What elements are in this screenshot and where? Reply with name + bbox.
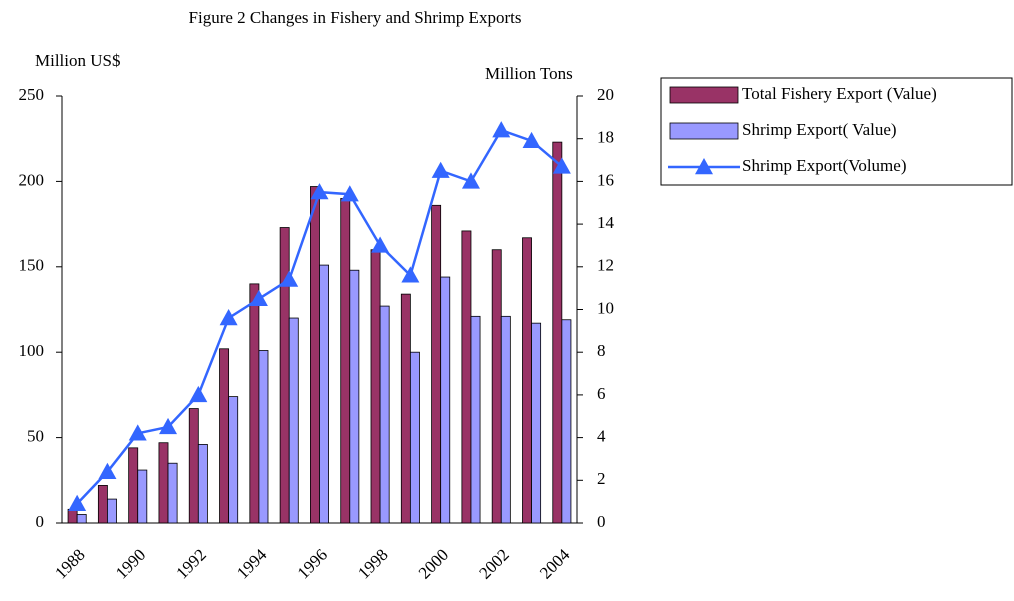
bar <box>340 198 351 524</box>
bar <box>370 249 381 524</box>
x-tick-label: 1998 <box>354 545 391 582</box>
line-marker <box>159 417 178 435</box>
bar <box>188 408 199 524</box>
bar <box>219 348 230 524</box>
legend-label: Shrimp Export( Value) <box>742 120 897 139</box>
bar <box>431 204 442 524</box>
bar <box>400 293 411 524</box>
x-tick-label: 1990 <box>112 545 149 582</box>
y2-tick-label: 10 <box>597 298 614 317</box>
bar <box>137 469 148 524</box>
line-marker <box>522 131 541 149</box>
bar <box>319 264 329 524</box>
bar <box>552 141 563 524</box>
x-tick-label: 1992 <box>172 545 209 582</box>
legend-label: Shrimp Export(Volume) <box>742 156 906 175</box>
line-marker <box>492 121 511 138</box>
line-marker <box>461 172 480 189</box>
bar <box>310 186 320 524</box>
bar <box>379 305 390 524</box>
line-marker <box>401 266 420 283</box>
legend-swatch <box>669 122 739 140</box>
bar <box>461 230 472 524</box>
bar <box>561 319 572 524</box>
y-tick-label: 0 <box>36 512 45 531</box>
x-tick-label: 1994 <box>233 545 271 583</box>
bar <box>128 447 139 524</box>
y2-tick-label: 18 <box>597 128 614 147</box>
bar <box>409 351 420 524</box>
y-axis-label: Million US$ <box>35 51 121 70</box>
y2-tick-label: 8 <box>597 341 606 360</box>
y-tick-label: 100 <box>19 341 45 360</box>
bar <box>197 444 208 524</box>
line-marker <box>431 161 450 178</box>
line-marker <box>340 185 359 202</box>
bar <box>97 485 108 524</box>
x-tick-label: 2002 <box>475 545 512 582</box>
x-tick-label: 1988 <box>51 545 88 582</box>
y2-tick-label: 12 <box>597 256 614 275</box>
y2-tick-label: 16 <box>597 170 614 189</box>
legend-label: Total Fishery Export (Value) <box>742 84 937 103</box>
bar <box>522 237 532 524</box>
line-marker <box>219 309 238 326</box>
y-tick-label: 250 <box>19 85 45 104</box>
x-tick-label: 2000 <box>415 545 452 582</box>
bar <box>67 508 78 524</box>
bar <box>279 227 290 524</box>
y-tick-label: 150 <box>19 256 45 275</box>
bar <box>107 498 117 524</box>
bar <box>249 283 260 524</box>
y2-tick-label: 6 <box>597 384 606 403</box>
y2-tick-label: 2 <box>597 469 606 488</box>
legend-swatch <box>669 86 739 104</box>
legend-marker <box>695 158 713 175</box>
x-tick-label: 2004 <box>536 545 574 583</box>
bar <box>76 514 87 524</box>
chart-title: Figure 2 Changes in Fishery and Shrimp E… <box>189 8 522 27</box>
bar <box>158 442 169 524</box>
y2-tick-label: 20 <box>597 85 614 104</box>
line-marker <box>128 424 147 441</box>
bar <box>167 462 178 524</box>
line-marker <box>280 270 299 287</box>
line-marker <box>189 385 208 403</box>
bar <box>228 396 239 524</box>
bar <box>288 317 299 524</box>
line-marker <box>310 183 329 200</box>
y2-axis-label: Million Tons <box>485 64 573 83</box>
bar <box>440 276 451 524</box>
line-marker <box>552 157 571 174</box>
y2-tick-label: 4 <box>597 427 606 446</box>
y-tick-label: 50 <box>27 427 44 446</box>
line-marker <box>68 494 87 511</box>
x-tick-label: 1996 <box>294 545 331 582</box>
bar <box>470 315 481 524</box>
bar <box>500 315 511 524</box>
bar <box>531 322 542 524</box>
bar <box>349 269 360 524</box>
y2-tick-label: 0 <box>597 512 606 531</box>
y-tick-label: 200 <box>19 170 45 189</box>
line-marker <box>98 462 117 479</box>
line-marker <box>249 289 268 307</box>
bar <box>491 249 502 524</box>
line-marker <box>371 236 390 253</box>
bar <box>258 350 269 524</box>
y2-tick-label: 14 <box>597 213 615 232</box>
